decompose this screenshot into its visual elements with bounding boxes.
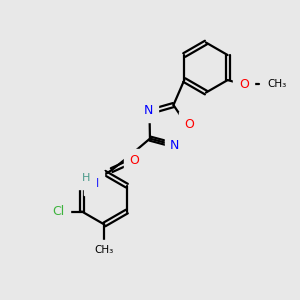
Text: N: N: [143, 104, 153, 117]
Text: O: O: [184, 118, 194, 131]
Text: H: H: [82, 173, 90, 183]
Text: O: O: [129, 154, 139, 167]
Text: CH₃: CH₃: [267, 80, 286, 89]
Text: N: N: [170, 139, 180, 152]
Text: Cl: Cl: [52, 205, 64, 218]
Text: O: O: [239, 78, 249, 91]
Text: N: N: [89, 177, 99, 190]
Text: CH₃: CH₃: [95, 245, 114, 255]
